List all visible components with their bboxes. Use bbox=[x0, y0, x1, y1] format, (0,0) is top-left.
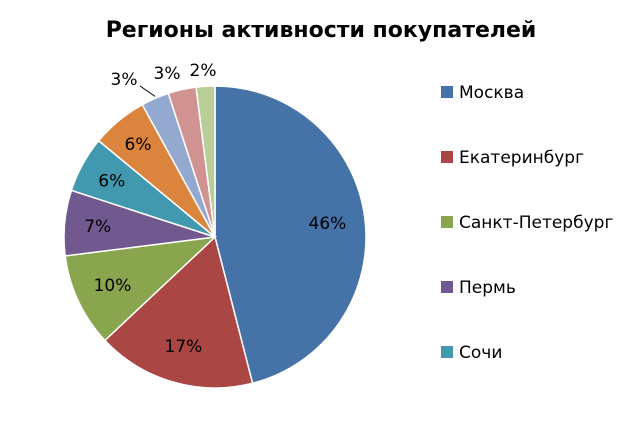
pie-slices bbox=[63, 85, 367, 389]
pie-slice-3 bbox=[64, 235, 218, 342]
slice-label-1: 46% bbox=[309, 214, 347, 234]
legend-swatch bbox=[441, 86, 453, 98]
legend-label: Санкт-Петербург bbox=[459, 213, 613, 233]
leader-line bbox=[139, 85, 156, 97]
slice-label-2: 17% bbox=[165, 337, 203, 357]
leader-lines bbox=[139, 85, 156, 97]
slice-label-7: 3% bbox=[111, 70, 138, 90]
slice-labels: 46% 17% 10% 7% 6%6% 3% 3% 2% bbox=[84, 61, 346, 357]
pie-slice-1 bbox=[214, 85, 367, 385]
legend: Москва Екатеринбург Санкт-Петербург Пермь Со… bbox=[441, 83, 613, 363]
slice-label-9: 2% bbox=[190, 61, 217, 81]
legend-swatch bbox=[441, 281, 453, 293]
legend-label: Пермь bbox=[459, 278, 516, 298]
legend-swatch bbox=[441, 216, 453, 228]
slice-label-3: 10% bbox=[94, 276, 132, 296]
slice-label-4: 7% bbox=[84, 217, 111, 237]
legend-swatch bbox=[441, 346, 453, 358]
slice-label-5: 6% bbox=[98, 171, 125, 191]
chart-title: Регионы активности покупателей bbox=[106, 18, 537, 43]
legend-swatch bbox=[441, 151, 453, 163]
slice-label-6: 6% bbox=[125, 135, 152, 155]
legend-label: Москва bbox=[459, 83, 524, 103]
pie-slice-9 bbox=[195, 85, 216, 238]
pie-slice-2 bbox=[103, 235, 254, 389]
slice-label-8: 3% bbox=[154, 64, 181, 84]
legend-label: Екатеринбург bbox=[459, 148, 584, 168]
legend-label: Сочи bbox=[459, 343, 502, 363]
